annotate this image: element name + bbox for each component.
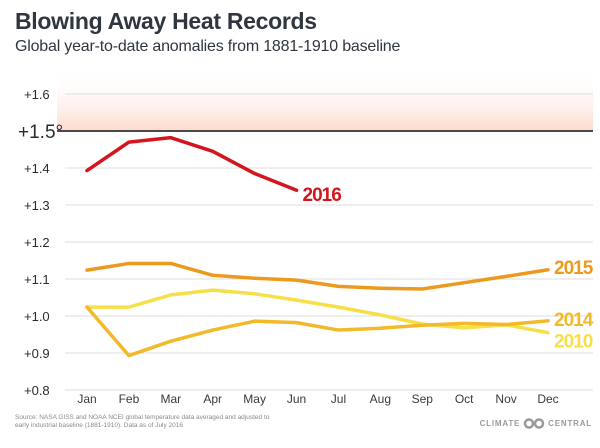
x-tick-label: Dec xyxy=(537,392,558,406)
series-line-2014 xyxy=(85,305,550,358)
y-tick-label: +1.4 xyxy=(24,161,50,176)
y-tick-label: +1.6 xyxy=(24,87,50,102)
series-label-2010: 2010 xyxy=(554,332,593,353)
threshold-band xyxy=(57,69,593,131)
series-line-2016 xyxy=(85,135,299,192)
series-line-2010 xyxy=(85,288,550,335)
brand-text-right: CENTRAL xyxy=(548,419,592,428)
x-tick-label: Jun xyxy=(287,392,306,406)
x-tick-label: Nov xyxy=(495,392,516,406)
y-tick-label: +1.1 xyxy=(24,272,50,287)
climate-central-logo-icon xyxy=(523,418,545,429)
brand-text-left: CLIMATE xyxy=(479,419,521,428)
brand-logo: CLIMATE CENTRAL xyxy=(480,418,592,429)
chart-subtitle: Global year-to-date anomalies from 1881-… xyxy=(15,38,401,55)
source-note: Source: NASA GISS and NOAA NCEI global t… xyxy=(15,414,270,429)
y-tick-label: +1.0 xyxy=(24,309,50,324)
x-tick-label: Sep xyxy=(412,392,434,406)
x-tick-label: Jan xyxy=(77,392,96,406)
x-tick-label: Mar xyxy=(160,392,181,406)
y-tick-label: +0.8 xyxy=(24,383,50,398)
x-tick-label: May xyxy=(243,392,266,406)
series-label-2015: 2015 xyxy=(554,258,594,279)
y-tick-label: +1.3 xyxy=(24,198,50,213)
y-tick-label: +0.9 xyxy=(24,346,50,361)
x-tick-label: Jul xyxy=(331,392,346,406)
series-line-2015 xyxy=(85,261,550,291)
x-tick-label: Apr xyxy=(203,392,222,406)
x-tick-label: Aug xyxy=(370,392,391,406)
y-tick-label-threshold: +1.5° xyxy=(18,122,63,143)
series-label-2014: 2014 xyxy=(554,310,594,331)
chart-title: Blowing Away Heat Records xyxy=(15,8,317,34)
x-tick-label: Oct xyxy=(455,392,474,406)
series-label-2016: 2016 xyxy=(303,185,342,206)
x-tick-label: Feb xyxy=(119,392,140,406)
y-tick-label: +1.2 xyxy=(24,235,50,250)
